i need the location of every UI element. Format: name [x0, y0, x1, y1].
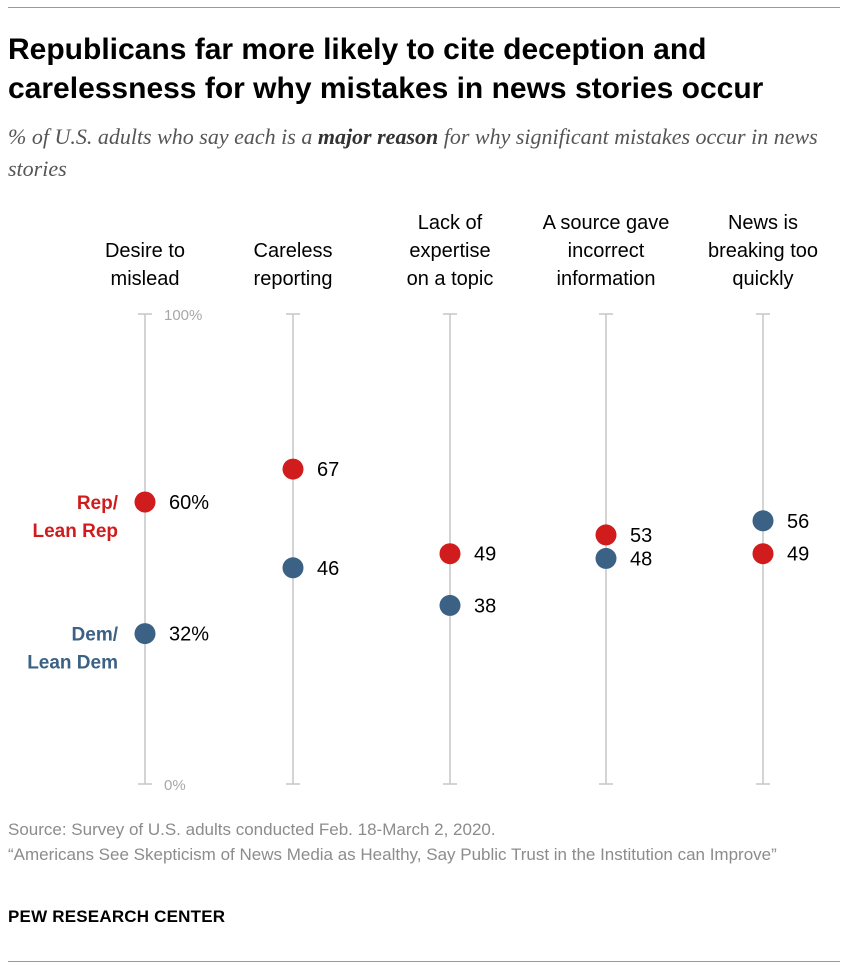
- rep-value-label-1: 60%: [169, 492, 209, 514]
- dem-value-label-1: 32%: [169, 624, 209, 646]
- dem-dot-5: [752, 510, 774, 532]
- category-label-5-line-3: quickly: [732, 268, 793, 290]
- top-rule: [8, 7, 840, 8]
- report-title: “Americans See Skepticism of News Media …: [8, 845, 777, 864]
- dem-value-label-3: 38: [474, 595, 496, 617]
- dem-dot-1: [134, 623, 156, 645]
- category-label-4-line-1: A source gave: [543, 212, 670, 234]
- dem-dot-4: [595, 547, 617, 569]
- category-label-4-line-3: information: [557, 268, 656, 290]
- bottom-rule: [8, 961, 840, 962]
- rep-dot-4: [595, 524, 617, 546]
- category-label-5-line-1: News is: [728, 212, 798, 234]
- chart-title: Republicans far more likely to cite dece…: [8, 33, 764, 105]
- rep-series-label-line-2: Lean Rep: [32, 521, 118, 542]
- rep-value-label-4: 53: [630, 525, 652, 547]
- category-label-1-line-1: Desire to: [105, 240, 185, 262]
- axis-label-bottom: 0%: [164, 777, 186, 794]
- dem-value-label-2: 46: [317, 558, 339, 580]
- dem-series-label-line-1: Dem/: [72, 625, 119, 646]
- subtitle-text-start: % of U.S. adults who say each is a: [8, 124, 318, 149]
- chart-subtitle: % of U.S. adults who say each is a major…: [8, 121, 838, 185]
- dem-value-label-5: 56: [787, 511, 809, 533]
- rep-series-label-line-1: Rep/: [77, 493, 119, 514]
- dem-series-label-line-2: Lean Dem: [27, 653, 118, 674]
- rep-dot-2: [282, 458, 304, 480]
- source-note: Source: Survey of U.S. adults conducted …: [8, 817, 842, 867]
- source-line: Source: Survey of U.S. adults conducted …: [8, 820, 496, 839]
- dem-dot-2: [282, 557, 304, 579]
- rep-value-label-5: 49: [787, 544, 809, 566]
- rep-dot-3: [439, 543, 461, 565]
- category-label-4-line-2: incorrect: [568, 240, 645, 262]
- pew-research-center-logo: PEW RESEARCH CENTER: [8, 907, 226, 926]
- rep-value-label-3: 49: [474, 544, 496, 566]
- rep-value-label-2: 67: [317, 459, 339, 481]
- category-label-2-line-1: Careless: [254, 240, 333, 262]
- subtitle-emphasis: major reason: [317, 124, 439, 149]
- rep-dot-1: [134, 491, 156, 513]
- category-label-3-line-1: Lack of: [418, 212, 483, 234]
- category-label-3-line-3: on a topic: [407, 268, 494, 290]
- category-label-5-line-2: breaking too: [708, 240, 818, 262]
- dem-dot-3: [439, 594, 461, 616]
- dot-plot-chart: 100% 0% Desire to mislead Careless reporting L…: [27, 212, 818, 794]
- dem-value-label-4: 48: [630, 548, 652, 570]
- rep-dot-5: [752, 543, 774, 565]
- subtitle-text-end: for why significant mistakes occur in ne…: [8, 124, 818, 181]
- category-label-2-line-2: reporting: [254, 268, 333, 290]
- axis-label-top: 100%: [164, 307, 202, 324]
- category-label-1-line-2: mislead: [111, 268, 180, 290]
- category-label-3-line-2: expertise: [409, 240, 490, 262]
